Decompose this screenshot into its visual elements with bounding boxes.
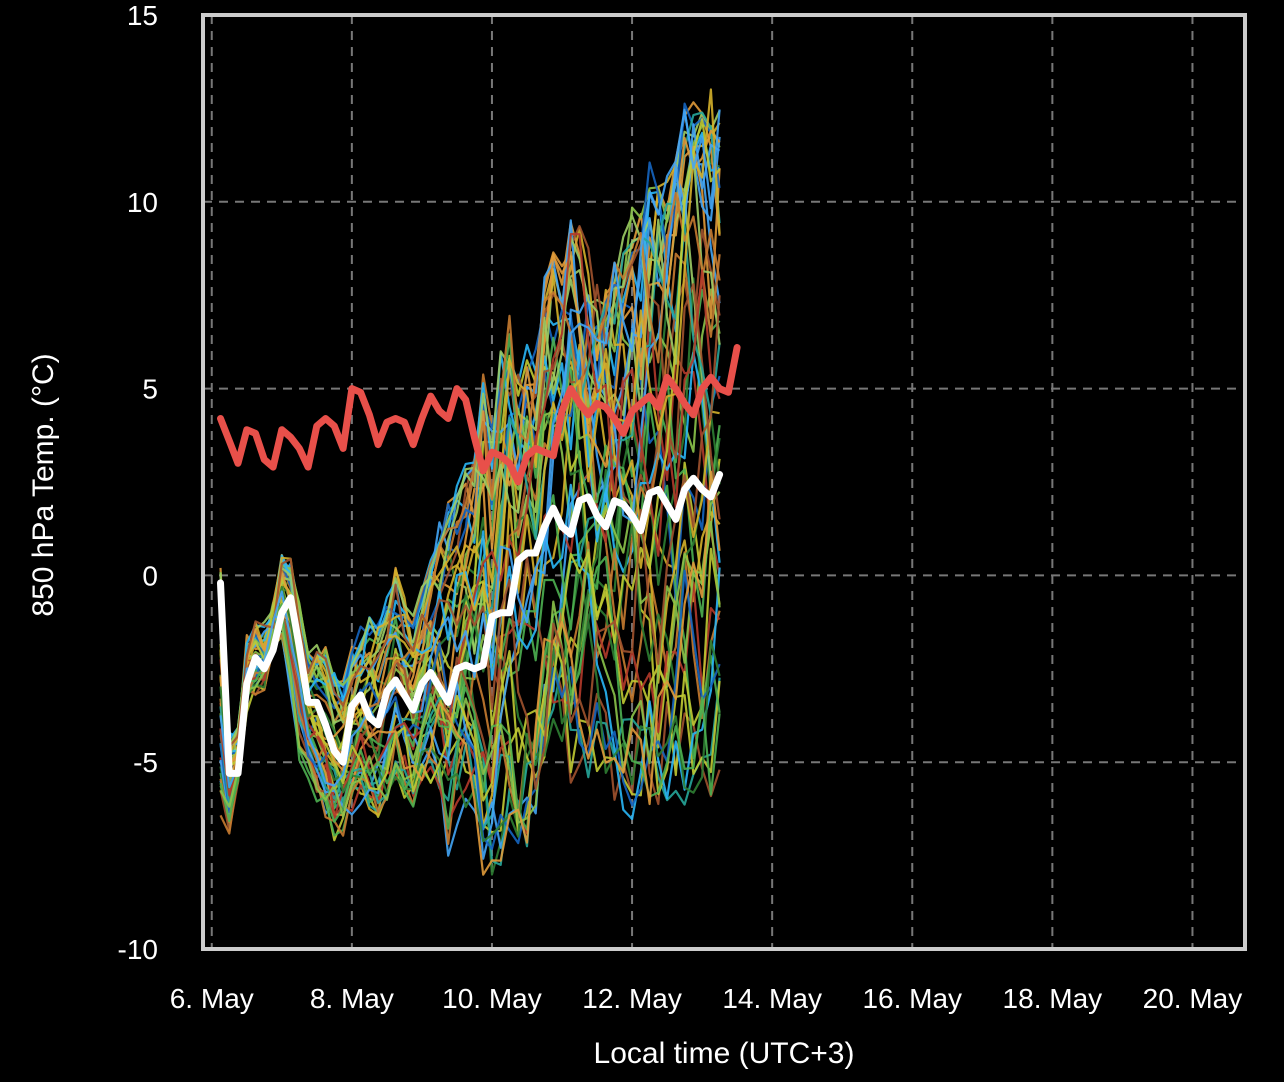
plot-frame [201,13,1247,951]
ensemble-member-line-49 [219,108,721,789]
y-tick-label: 0 [142,560,158,591]
x-tick-label: 6. May [170,983,254,1014]
ensemble-member-line-44 [219,520,721,824]
ensemble-member-line-40 [219,191,721,824]
y-tick-label: 5 [142,374,158,405]
series-line-0 [217,344,741,486]
x-tick-label: 14. May [722,983,822,1014]
y-tick-label: -10 [118,934,158,965]
y-tick-label: 15 [127,0,158,31]
y-tick-label: 10 [127,187,158,218]
x-tick-label: 12. May [582,983,682,1014]
ensemble-member-line-48 [219,295,721,791]
x-axis-label: Local time (UTC+3) [594,1037,855,1070]
ensemble-member-line-43 [219,555,721,831]
y-axis-label: 850 hPa Temp. (°C) [27,353,60,616]
ensemble-member-line-37 [219,569,721,851]
x-tick-label: 8. May [310,983,394,1014]
y-axis-tick-labels: 15 10 5 0 -5 -10 [118,0,158,965]
highlighted-series-lines [217,344,741,777]
x-tick-label: 20. May [1143,983,1243,1014]
x-tick-label: 18. May [1003,983,1103,1014]
x-tick-label: 10. May [442,983,542,1014]
x-axis-tick-labels: 6. May 8. May 10. May 12. May 14. May 16. May… [170,983,1243,1014]
grid-lines [203,15,1245,949]
x-tick-label: 16. May [862,983,962,1014]
ensemble-member-line-42 [219,585,721,843]
y-tick-label: -5 [133,747,158,778]
series-line-1 [217,471,724,777]
